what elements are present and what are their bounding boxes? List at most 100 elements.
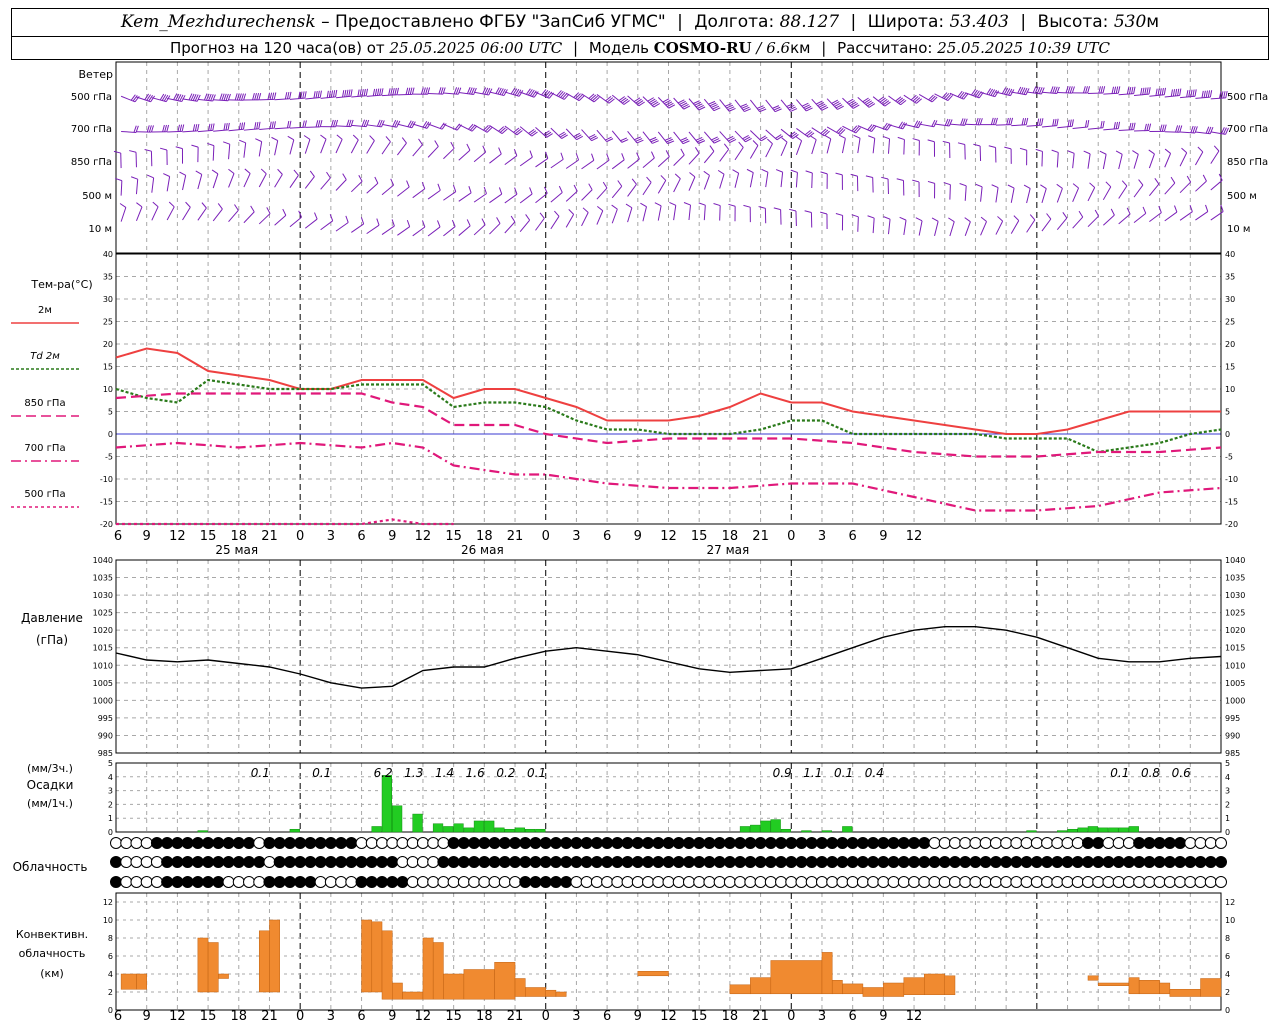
pres-ytick-right: 1000: [1225, 696, 1245, 705]
prec-ytick-left: 3: [108, 787, 113, 796]
temp-series-line: [115, 392, 1222, 458]
cloud-symbols: [110, 837, 1227, 888]
precip-bar: [412, 813, 423, 833]
conv-ytick-left: 6: [108, 952, 113, 961]
pres-title: Давление: [21, 611, 83, 625]
alt-unit: м: [1146, 12, 1160, 32]
wind-level-label: 700 гПа: [71, 124, 112, 135]
conv-cloud-bar: [1087, 975, 1099, 981]
precip-total-label: 0.8: [1141, 766, 1160, 780]
precip-bar: [821, 830, 832, 833]
wind-level-label-right: 700 гПа: [1227, 124, 1268, 135]
pres-ytick-right: 1010: [1225, 661, 1245, 670]
provider-text: – Предоставлено ФГБУ "ЗапСиб УГМС": [321, 12, 666, 32]
time-tick-label: 21: [507, 1009, 524, 1024]
temp-ytick-right: 0: [1225, 430, 1230, 439]
time-tick-label: 9: [143, 1009, 151, 1024]
wind-panel: [115, 61, 1222, 254]
lon-value: 88.127: [779, 12, 840, 32]
precip-bar: [453, 823, 464, 833]
conv-title-1: Конвективн.: [16, 928, 88, 941]
prec-ytick-right: 4: [1225, 773, 1230, 782]
temp-legend-label: 850 гПа: [24, 398, 65, 409]
pres-ytick-left: 1020: [93, 626, 113, 635]
precip-bar: [371, 826, 382, 833]
time-tick-label: 0: [542, 1009, 550, 1024]
time-tick-label: 15: [200, 529, 217, 544]
conv-cloud-bar: [514, 978, 526, 997]
temp-legend-label: 500 гПа: [24, 489, 65, 500]
pres-ytick-right: 1035: [1225, 574, 1245, 583]
conv-cloud-bar: [525, 987, 546, 997]
temp-ytick-left: 10: [103, 385, 113, 394]
conv-cloud-bar: [392, 982, 403, 1000]
temp-ytick-right: 20: [1225, 340, 1235, 349]
conv-cloud-bar: [842, 983, 864, 995]
prec-panel: [115, 762, 1222, 833]
prec-ytick-right: 3: [1225, 787, 1230, 796]
time-tick-label: 12: [415, 529, 432, 544]
conv-ytick-right: 6: [1225, 952, 1230, 961]
prec-ytick-left: 5: [108, 759, 113, 768]
time-tick-label: 0: [296, 1009, 304, 1024]
time-tick-label: 15: [445, 1009, 462, 1024]
conv-cloud-bar: [831, 980, 843, 995]
prec-ytick-right: 0: [1225, 828, 1230, 837]
time-tick-label: 18: [476, 529, 493, 544]
time-tick-label: 9: [143, 529, 151, 544]
conv-cloud-bar: [729, 984, 751, 995]
precip-bar: [760, 820, 771, 833]
pres-ytick-right: 1040: [1225, 556, 1245, 565]
conv-cloud-bar: [821, 952, 833, 995]
time-tick-label: 6: [114, 1009, 122, 1024]
prec-ytick-left: 1: [108, 814, 113, 823]
conv-ytick-right: 10: [1225, 916, 1235, 925]
time-tick-label: 9: [879, 1009, 887, 1024]
time-tick-label: 15: [200, 1009, 217, 1024]
precip-bar: [463, 827, 474, 833]
precip-total-label: 0.1: [312, 766, 331, 780]
conv-cloud-bar: [197, 937, 209, 993]
conv-cloud-bar: [1097, 982, 1130, 986]
temp-legend-label: 2м: [38, 305, 52, 316]
temp-ytick-right: 5: [1225, 408, 1230, 417]
precip-bar: [1087, 826, 1098, 833]
conv-ytick-left: 2: [108, 988, 113, 997]
temp-title: Тем-ра(°C): [30, 278, 92, 291]
pres-ytick-left: 1025: [93, 609, 113, 618]
time-tick-label: 6: [114, 529, 122, 544]
time-tick-label: 18: [231, 1009, 248, 1024]
precip-bar: [1097, 827, 1109, 833]
wind-level-label-right: 500 гПа: [1227, 92, 1268, 103]
conv-cloud-bar: [1159, 982, 1171, 995]
temp-series-line: [115, 347, 1221, 435]
time-tick-label: 3: [818, 529, 826, 544]
conv-ytick-left: 4: [108, 970, 113, 979]
precip-bar: [750, 824, 761, 833]
time-tick-label: 0: [542, 529, 550, 544]
conv-cloud-bar: [924, 973, 946, 995]
temp-series-line: [115, 441, 1222, 512]
pres-ytick-right: 1005: [1225, 679, 1245, 688]
precip-bar: [801, 830, 812, 833]
precip-total-label: 0.1: [834, 766, 853, 780]
pres-ytick-right: 990: [1225, 731, 1240, 740]
time-tick-label: 12: [169, 1009, 186, 1024]
forecast-label: Прогноз на 120 часа(ов) от: [170, 39, 385, 57]
prec-ytick-left: 2: [108, 800, 113, 809]
conv-ytick-left: 0: [108, 1006, 113, 1015]
pres-ytick-left: 1035: [93, 574, 113, 583]
conv-cloud-bar: [443, 973, 465, 1000]
conv-cloud-bar: [120, 973, 137, 990]
conv-cloud-bar: [494, 962, 516, 1000]
calc-time: 25.05.2025 10:39 UTC: [937, 39, 1110, 57]
time-tick-label: 6: [849, 529, 857, 544]
conv-cloud-bar: [944, 975, 956, 995]
precip-bar: [842, 826, 853, 833]
precip-bar: [494, 827, 505, 833]
wind-level-label-right: 500 м: [1227, 191, 1257, 202]
forecast-start: 25.05.2025 06:00 UTC: [389, 39, 563, 57]
precip-total-label: 0.1: [251, 766, 270, 780]
conv-cloud-bar: [371, 921, 383, 993]
prec-ytick-right: 1: [1225, 814, 1230, 823]
